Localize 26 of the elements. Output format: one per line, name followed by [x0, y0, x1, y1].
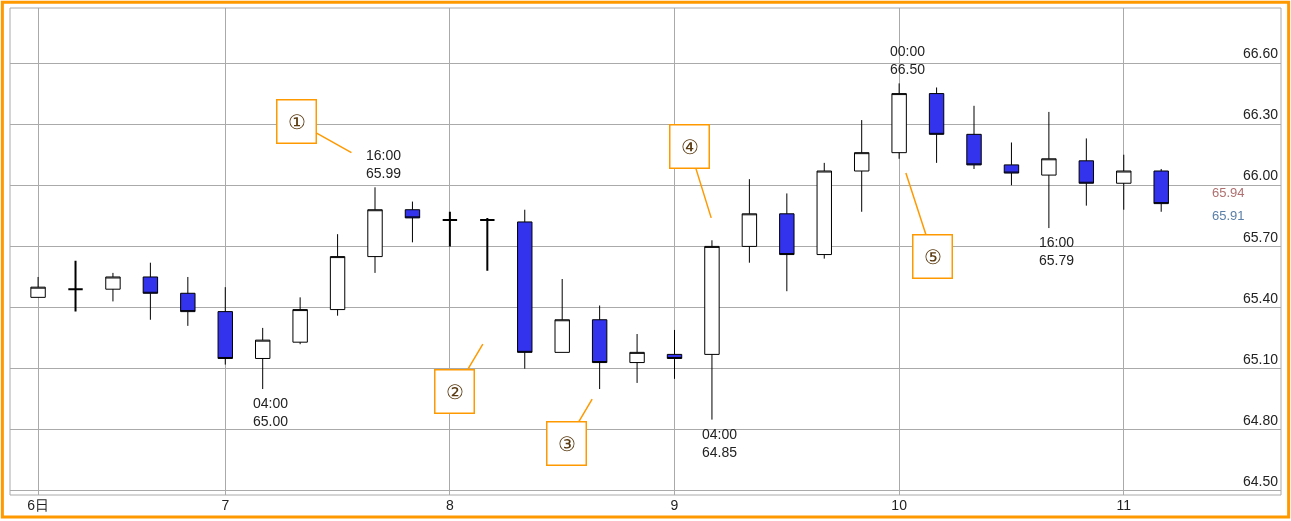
- text: 65.94: [1212, 185, 1245, 200]
- annotation: 16:00 65.99: [366, 147, 402, 182]
- x-tick-label: 11: [1116, 497, 1132, 513]
- x-tick-label: 8: [445, 497, 454, 513]
- annotation: 04:00 65.00: [253, 395, 289, 430]
- y-tick-label: 65.40: [1242, 289, 1279, 306]
- y-tick-label: 66.00: [1242, 167, 1279, 184]
- y-tick-label: 64.50: [1242, 473, 1279, 490]
- x-tick-label: 6日: [27, 497, 49, 513]
- y-tick-label: 66.60: [1242, 45, 1279, 62]
- annotation: ④: [680, 135, 699, 158]
- y-tick-label: 66.30: [1242, 106, 1279, 123]
- y-tick-label: 65.10: [1242, 350, 1279, 367]
- x-tick-label: 9: [670, 497, 679, 513]
- annotation: ①: [287, 110, 306, 133]
- annotation: ⑤: [923, 245, 942, 268]
- y-tick-label: 64.80: [1242, 411, 1279, 428]
- x-tick-label: 7: [221, 497, 230, 513]
- annotation: 16:00 65.79: [1039, 234, 1075, 269]
- x-tick-label: 10: [891, 497, 908, 513]
- annotation: 00:00 66.50: [890, 43, 926, 78]
- text: 65.91: [1212, 208, 1245, 223]
- y-tick-label: 65.70: [1242, 228, 1279, 245]
- annotation: 04:00 64.85: [702, 426, 738, 461]
- annotation: ②: [445, 380, 464, 403]
- annotation: ③: [557, 432, 576, 455]
